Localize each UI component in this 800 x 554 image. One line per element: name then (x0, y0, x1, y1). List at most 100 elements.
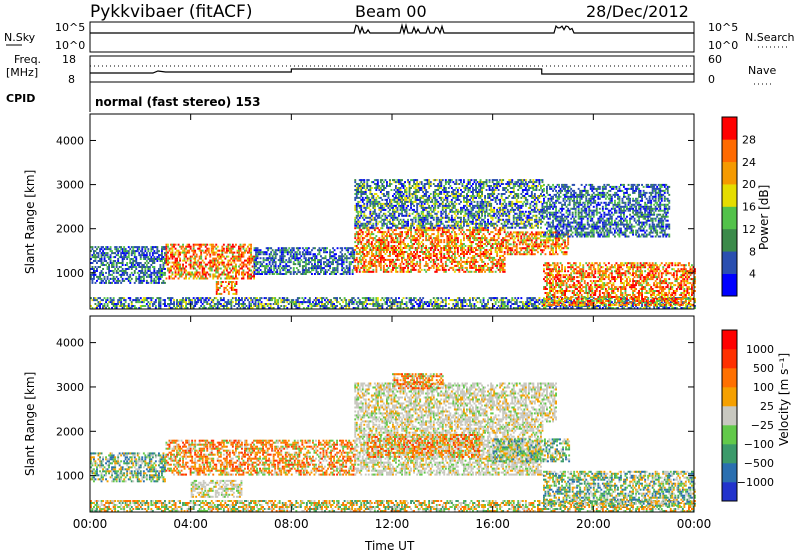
power-echo-cell (129, 248, 132, 251)
power-echo-cell (217, 283, 220, 285)
power-echo-cell (621, 303, 624, 305)
power-echo-cell (354, 245, 357, 247)
power-echo-cell (165, 305, 168, 307)
power-echo-cell (449, 247, 452, 249)
power-echo-cell (399, 233, 402, 236)
power-echo-cell (402, 253, 405, 255)
power-echo-cell (185, 307, 187, 309)
power-echo-cell (271, 257, 274, 260)
power-echo-cell (500, 258, 503, 261)
power-echo-cell (363, 214, 366, 217)
power-echo-cell (389, 214, 391, 217)
power-echo-cell (133, 250, 136, 253)
power-echo-cell (396, 241, 399, 244)
power-echo-cell (141, 301, 144, 304)
power-echo-cell (185, 297, 187, 300)
power-echo-cell (407, 268, 409, 271)
power-echo-cell (432, 243, 435, 245)
power-echo-cell (360, 229, 363, 232)
power-echo-cell (404, 220, 406, 223)
power-echo-cell (182, 305, 184, 307)
power-echo-cell (348, 299, 351, 302)
power-echo-cell (500, 243, 503, 245)
power-echo-cell (514, 301, 517, 304)
power-echo-cell (399, 307, 402, 309)
power-echo-cell (158, 258, 160, 260)
power-echo-cell (358, 303, 361, 305)
power-echo-cell (505, 305, 508, 307)
power-echo-cell (295, 299, 298, 302)
power-echo-cell (366, 206, 369, 209)
power-echo-cell (117, 268, 120, 270)
power-echo-cell (251, 307, 254, 309)
power-echo-cell (444, 270, 447, 273)
power-echo-cell (577, 305, 580, 307)
power-echo-cell (413, 299, 415, 302)
power-echo-cell (363, 212, 366, 215)
power-echo-cell (171, 251, 174, 254)
power-echo-cell (373, 179, 376, 182)
power-echo-cell (225, 273, 228, 276)
power-echo-cell (111, 281, 113, 284)
power-echo-cell (197, 297, 200, 300)
power-echo-cell (375, 218, 378, 221)
power-echo-cell (675, 303, 678, 305)
power-echo-cell (264, 265, 267, 268)
power-echo-cell (609, 307, 612, 309)
power-echo-cell (360, 303, 363, 305)
power-echo-cell (482, 229, 485, 232)
power-echo-cell (358, 241, 361, 244)
power-echo-cell (392, 264, 394, 267)
power-echo-cell (449, 251, 452, 253)
power-echo-cell (381, 206, 384, 209)
power-echo-cell (392, 260, 394, 263)
power-echo-cell (417, 307, 420, 309)
power-echo-cell (417, 303, 420, 305)
power-echo-cell (285, 273, 288, 275)
power-echo-cell (635, 305, 637, 307)
power-echo-cell (461, 243, 464, 245)
power-echo-cell (357, 212, 360, 215)
power-echo-cell (386, 303, 388, 305)
power-echo-cell (500, 245, 503, 247)
power-echo-cell (216, 245, 219, 248)
power-echo-cell (331, 305, 334, 307)
power-echo-cell (354, 264, 357, 267)
power-echo-cell (401, 200, 403, 203)
power-echo-cell (112, 262, 115, 264)
power-echo-cell (372, 297, 375, 300)
power-echo-cell (627, 303, 630, 305)
power-echo-cell (470, 251, 473, 253)
power-echo-cell (204, 251, 207, 254)
power-echo-cell (274, 271, 277, 274)
power-echo-cell (386, 198, 388, 201)
power-echo-cell (464, 305, 467, 307)
power-echo-cell (315, 269, 318, 272)
power-echo-cell (238, 253, 240, 256)
power-echo-cell (435, 268, 438, 271)
power-echo-cell (271, 297, 274, 300)
power-echo-cell (372, 226, 375, 229)
power-echo-cell (366, 181, 369, 184)
power-echo-cell (139, 301, 142, 304)
power-echo-cell (302, 301, 305, 304)
power-echo-cell (127, 254, 130, 257)
power-echo-cell (398, 301, 400, 304)
power-echo-cell (136, 262, 139, 264)
power-echo-cell (460, 249, 462, 251)
power-echo-cell (493, 239, 496, 242)
power-echo-cell (253, 273, 256, 275)
power-echo-cell (228, 267, 231, 270)
power-echo-cell (111, 266, 113, 268)
power-echo-cell (115, 264, 118, 266)
power-echo-cell (295, 301, 298, 304)
power-echo-cell (432, 262, 435, 265)
power-echo-cell (355, 208, 358, 211)
power-echo-cell (270, 247, 273, 250)
power-echo-cell (250, 243, 252, 246)
power-echo-cell (109, 250, 112, 253)
power-echo-cell (364, 260, 367, 263)
power-echo-cell (366, 241, 369, 244)
power-echo-cell (277, 273, 280, 275)
power-echo-cell (573, 305, 576, 307)
